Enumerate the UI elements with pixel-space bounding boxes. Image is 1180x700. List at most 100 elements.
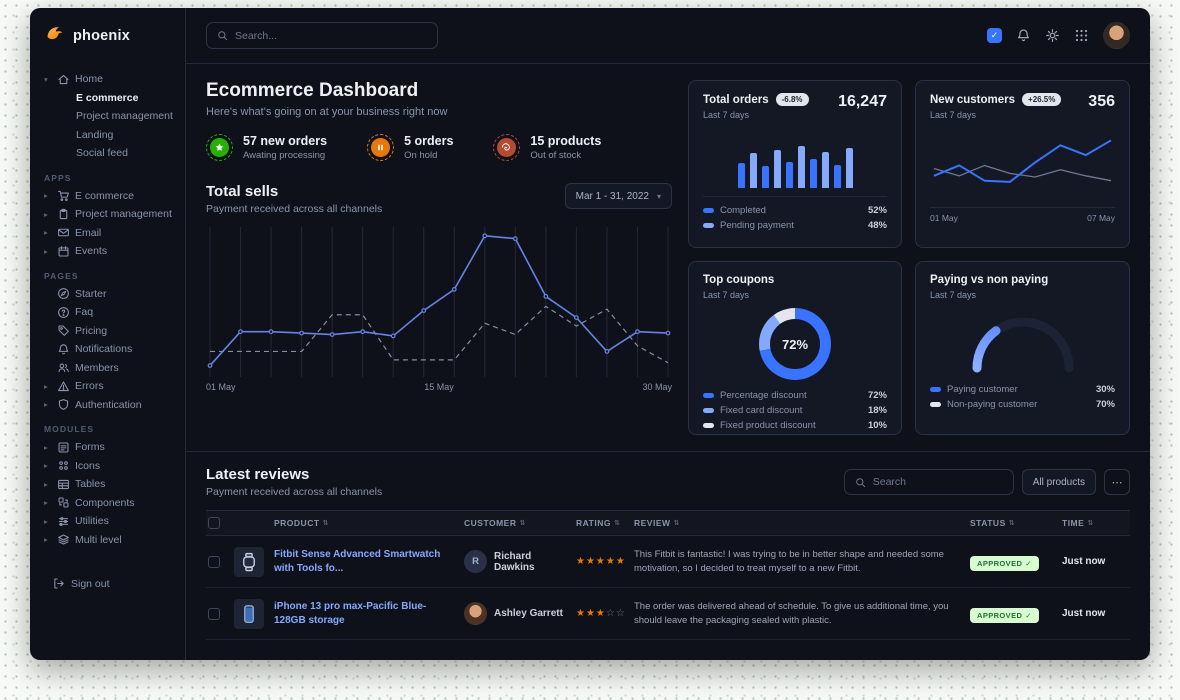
sidebar-item-members[interactable]: Members bbox=[44, 359, 177, 378]
sidebar-item-label: Utilities bbox=[75, 515, 109, 528]
main-area: ✓ bbox=[186, 8, 1150, 660]
reviews-search-input[interactable] bbox=[872, 476, 1003, 488]
status-badge: APPROVED ✓ bbox=[970, 607, 1039, 623]
column-header-rating[interactable]: RATING ⇅ bbox=[576, 518, 621, 528]
grid-icon[interactable] bbox=[1074, 28, 1089, 43]
total-orders-badge: -6.8% bbox=[775, 93, 809, 106]
dashboard-left-column: Ecommerce Dashboard Here's what's going … bbox=[206, 80, 672, 435]
column-header-customer[interactable]: CUSTOMER ⇅ bbox=[464, 518, 526, 528]
product-thumbnail-phone bbox=[234, 598, 264, 629]
chevron-down-icon: ▾ bbox=[656, 191, 661, 201]
sidebar-item-e-commerce[interactable]: E commerce bbox=[44, 89, 177, 108]
users-icon bbox=[57, 361, 70, 374]
chevron-icon: ▸ bbox=[44, 442, 48, 452]
sidebar-item-label: Faq bbox=[75, 306, 94, 319]
chevron-icon: ▸ bbox=[44, 191, 48, 201]
sidebar-item-e-commerce[interactable]: ▸ E commerce bbox=[44, 187, 177, 206]
chevron-icon: ▸ bbox=[44, 479, 48, 489]
paying-legend: Paying customer 30% Non-paying customer … bbox=[930, 382, 1115, 412]
chevron-icon: ▸ bbox=[44, 209, 48, 219]
new-customers-x-axis: 01 May 07 May bbox=[930, 207, 1115, 223]
sidebar-item-errors[interactable]: ▸ Errors bbox=[44, 377, 177, 396]
legend-swatch bbox=[703, 408, 714, 413]
search-input[interactable] bbox=[235, 29, 427, 42]
sidebar-item-pricing[interactable]: Pricing bbox=[44, 322, 177, 341]
sidebar-item-email[interactable]: ▸ Email bbox=[44, 224, 177, 243]
user-avatar[interactable] bbox=[1103, 22, 1130, 49]
reviews-search[interactable] bbox=[843, 469, 1014, 495]
top-coupons-legend: Percentage discount 72% Fixed card disco… bbox=[703, 388, 887, 433]
gear-icon[interactable] bbox=[1045, 28, 1060, 43]
sidebar-item-starter[interactable]: Starter bbox=[44, 285, 177, 304]
total-orders-legend: Completed 52% Pending payment 48% bbox=[703, 196, 887, 233]
sidebar-item-label: Multi level bbox=[75, 533, 122, 546]
sidebar-item-project-management[interactable]: Project management bbox=[44, 107, 177, 126]
date-range-select[interactable]: Mar 1 - 31, 2022 ▾ bbox=[564, 183, 672, 209]
check-icon: ✓ bbox=[1025, 558, 1032, 568]
home-icon bbox=[57, 73, 70, 86]
global-search[interactable] bbox=[206, 22, 438, 49]
check-icon: ✓ bbox=[1025, 610, 1032, 620]
column-header-review[interactable]: REVIEW ⇅ bbox=[634, 518, 680, 528]
new-customers-badge: +26.5% bbox=[1022, 93, 1062, 106]
new-customers-chart bbox=[930, 132, 1115, 202]
check-square-icon[interactable]: ✓ bbox=[987, 28, 1002, 43]
sidebar-item-tables[interactable]: ▸ Tables bbox=[44, 475, 177, 494]
sidebar-item-label: Tables bbox=[75, 478, 106, 491]
product-filter-select[interactable]: All products bbox=[1021, 469, 1096, 495]
bell-icon[interactable] bbox=[1016, 28, 1031, 43]
shield-icon bbox=[57, 398, 70, 411]
product-link[interactable]: Fitbit Sense Advanced Smartwatch with To… bbox=[274, 549, 441, 574]
star-icon bbox=[206, 134, 233, 161]
sidebar-item-notifications[interactable]: Notifications bbox=[44, 340, 177, 359]
clipboard-icon bbox=[57, 208, 70, 221]
search-icon bbox=[218, 31, 228, 41]
sidebar-item-label: Social feed bbox=[76, 147, 128, 160]
row-checkbox[interactable] bbox=[208, 607, 220, 620]
sidebar-item-label: Project management bbox=[75, 208, 172, 221]
sidebar-item-components[interactable]: ▸ Components bbox=[44, 494, 177, 513]
brand[interactable]: phoenix bbox=[30, 8, 185, 64]
sidebar-item-forms[interactable]: ▸ Forms bbox=[44, 438, 177, 457]
sidebar-item-faq[interactable]: Faq bbox=[44, 303, 177, 322]
card-title: Paying vs non paying bbox=[930, 274, 1049, 286]
sidebar-item-label: Starter bbox=[75, 287, 107, 300]
select-all-checkbox[interactable] bbox=[208, 517, 220, 529]
sidebar-item-social-feed[interactable]: Social feed bbox=[44, 144, 177, 163]
product-thumbnail-watch bbox=[234, 546, 264, 577]
sort-icon: ⇅ bbox=[1008, 520, 1016, 527]
review-time: Just now bbox=[1062, 608, 1106, 619]
card-title: Top coupons bbox=[703, 274, 775, 286]
column-header-status[interactable]: STATUS ⇅ bbox=[970, 518, 1016, 528]
row-checkbox[interactable] bbox=[208, 555, 220, 568]
sidebar-item-label: Email bbox=[75, 226, 102, 239]
column-header-time[interactable]: TIME ⇅ bbox=[1062, 518, 1094, 528]
sidebar-item-events[interactable]: ▸ Events bbox=[44, 242, 177, 261]
total-orders-chart bbox=[703, 128, 887, 188]
sidebar-item-multi-level[interactable]: ▸ Multi level bbox=[44, 531, 177, 550]
column-header-product[interactable]: PRODUCT ⇅ bbox=[274, 518, 329, 528]
sidebar-item-authentication[interactable]: ▸ Authentication bbox=[44, 396, 177, 415]
review-time: Just now bbox=[1062, 556, 1106, 567]
product-link[interactable]: iPhone 13 pro max-Pacific Blue-128GB sto… bbox=[274, 601, 427, 626]
utilities-icon bbox=[57, 515, 70, 528]
legend-swatch bbox=[930, 402, 941, 407]
customer-name: Richard Dawkins bbox=[494, 550, 535, 573]
sidebar-item-utilities[interactable]: ▸ Utilities bbox=[44, 512, 177, 531]
sidebar-section-heading: PAGES bbox=[44, 270, 79, 281]
search-icon bbox=[855, 477, 865, 487]
paying-vs-nonpaying-card: Paying vs non paying Last 7 days Paying … bbox=[915, 261, 1130, 435]
sidebar-item-sign-out[interactable]: Sign out bbox=[30, 577, 185, 590]
sidebar-section-heading: APPS bbox=[44, 172, 72, 183]
more-options-button[interactable]: ⋯ bbox=[1104, 469, 1130, 495]
sidebar-item-icons[interactable]: ▸ Icons bbox=[44, 457, 177, 476]
total-sells-title: Total sells bbox=[206, 183, 279, 200]
sidebar-nav: ▾ Home E commerce Project management Landing… bbox=[30, 64, 185, 555]
phoenix-logo-icon bbox=[45, 23, 66, 49]
sidebar-item-landing[interactable]: Landing bbox=[44, 126, 177, 145]
sidebar-item-home[interactable]: ▾ Home bbox=[44, 70, 177, 89]
sidebar-item-project-management[interactable]: ▸ Project management bbox=[44, 205, 177, 224]
legend-swatch bbox=[930, 387, 941, 392]
status-badge: APPROVED ✓ bbox=[970, 555, 1039, 571]
table-row: Fitbit Sense Advanced Smartwatch with To… bbox=[206, 536, 1130, 588]
